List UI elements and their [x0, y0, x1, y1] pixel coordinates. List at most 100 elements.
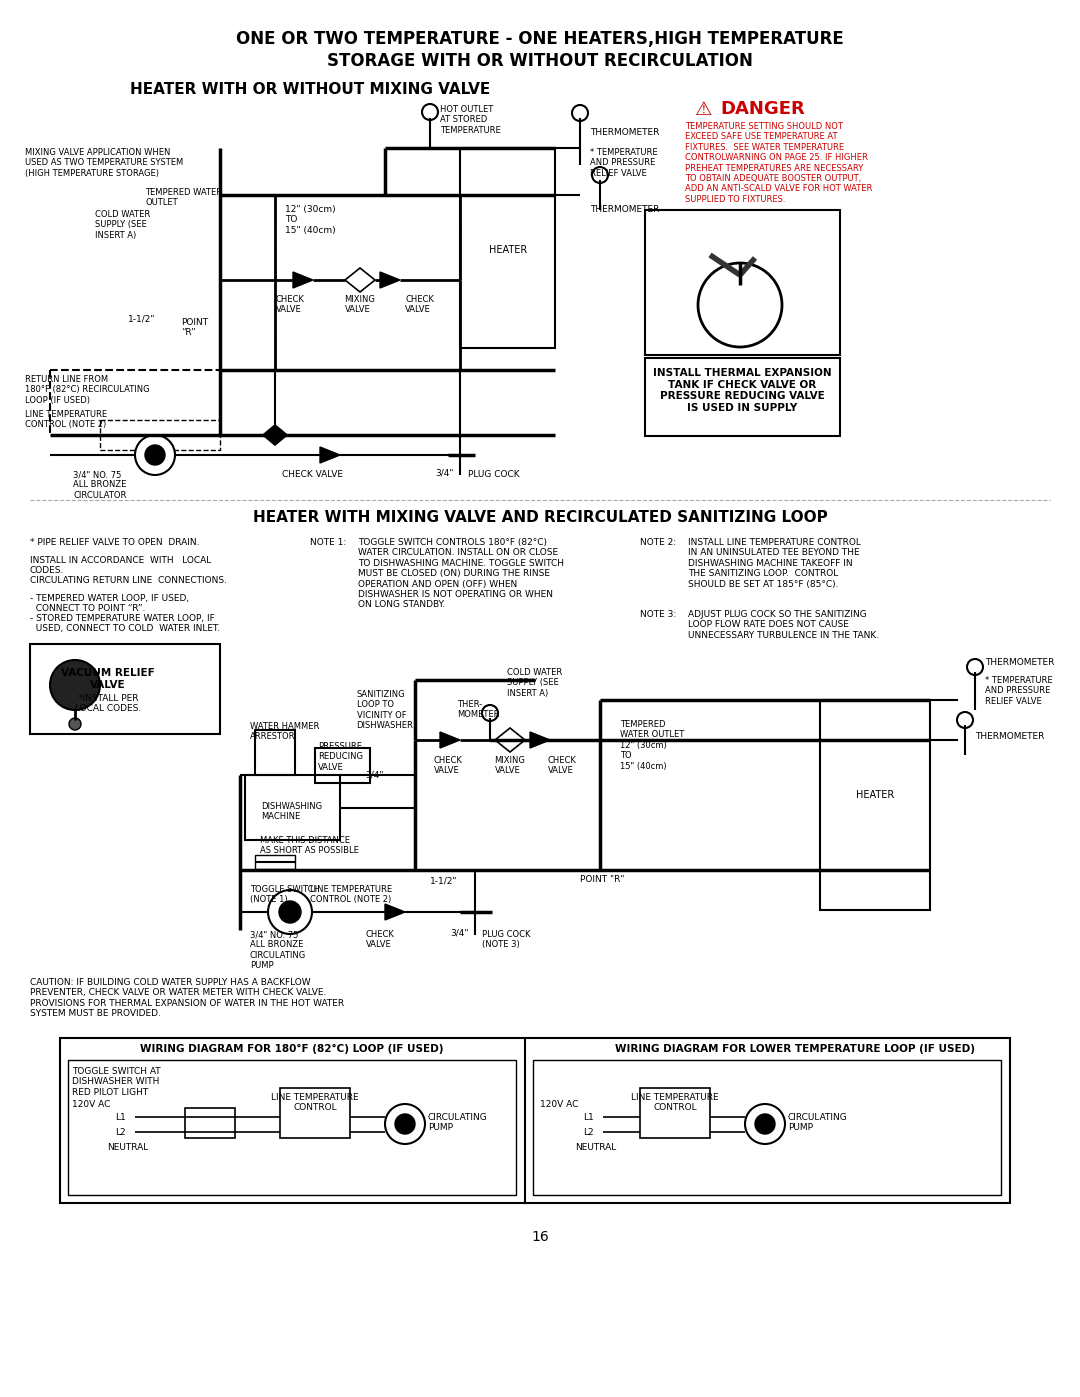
Text: THER-
MOMETER: THER- MOMETER	[457, 700, 499, 719]
Bar	[30, 644, 220, 733]
Text: 3/4": 3/4"	[435, 468, 455, 476]
Text: VACUUM RELIEF
VALVE: VACUUM RELIEF VALVE	[62, 668, 154, 690]
Text: CHECK
VALVE: CHECK VALVE	[433, 756, 462, 775]
Text: ONE OR TWO TEMPERATURE - ONE HEATERS,HIGH TEMPERATURE: ONE OR TWO TEMPERATURE - ONE HEATERS,HIG…	[237, 29, 843, 47]
Text: INSTALL LINE TEMPERATURE CONTROL
IN AN UNINSULATED TEE BEYOND THE
DISHWASHING MA: INSTALL LINE TEMPERATURE CONTROL IN AN U…	[688, 538, 861, 588]
Bar	[820, 700, 930, 909]
Bar	[185, 1108, 235, 1139]
Bar	[280, 1088, 350, 1139]
Polygon shape	[384, 904, 405, 921]
Circle shape	[957, 712, 973, 728]
Text: MAKE THIS DISTANCE
AS SHORT AS POSSIBLE: MAKE THIS DISTANCE AS SHORT AS POSSIBLE	[260, 835, 359, 855]
Text: DANGER: DANGER	[720, 101, 805, 117]
Text: WIRING DIAGRAM FOR LOWER TEMPERATURE LOOP (IF USED): WIRING DIAGRAM FOR LOWER TEMPERATURE LOO…	[615, 1044, 975, 1053]
Text: *INSTALL PER
LOCAL CODES.: *INSTALL PER LOCAL CODES.	[75, 694, 141, 714]
Text: TOGGLE SWITCH CONTROLS 180°F (82°C)
WATER CIRCULATION. INSTALL ON OR CLOSE
TO DI: TOGGLE SWITCH CONTROLS 180°F (82°C) WATE…	[357, 538, 564, 609]
Polygon shape	[380, 272, 400, 288]
Text: 1-1/2": 1-1/2"	[430, 876, 458, 886]
Text: CIRCULATING RETURN LINE  CONNECTIONS.: CIRCULATING RETURN LINE CONNECTIONS.	[30, 576, 227, 585]
Text: MIXING
VALVE: MIXING VALVE	[345, 295, 376, 314]
Text: 1-1/2": 1-1/2"	[127, 314, 156, 324]
Circle shape	[745, 1104, 785, 1144]
Text: CHECK
VALVE: CHECK VALVE	[365, 930, 394, 950]
Text: INSTALL IN ACCORDANCE  WITH   LOCAL
CODES.: INSTALL IN ACCORDANCE WITH LOCAL CODES.	[30, 556, 212, 576]
Text: CIRCULATING
PUMP: CIRCULATING PUMP	[428, 1113, 488, 1133]
Text: L2: L2	[114, 1127, 125, 1137]
Polygon shape	[320, 447, 340, 462]
Text: 12" (30cm)
TO
15" (40cm): 12" (30cm) TO 15" (40cm)	[285, 205, 336, 235]
Polygon shape	[293, 272, 313, 288]
Text: LINE TEMPERATURE
CONTROL: LINE TEMPERATURE CONTROL	[271, 1092, 359, 1112]
Bar	[460, 148, 555, 348]
Text: PRESSURE
REDUCING
VALVE: PRESSURE REDUCING VALVE	[318, 742, 363, 771]
Text: 120V AC: 120V AC	[72, 1099, 110, 1109]
Text: TEMPERED
WATER OUTLET
12" (30cm)
TO
15" (40cm): TEMPERED WATER OUTLET 12" (30cm) TO 15" …	[620, 719, 685, 771]
Circle shape	[572, 105, 588, 122]
Circle shape	[69, 718, 81, 731]
Text: ADJUST PLUG COCK SO THE SANITIZING
LOOP FLOW RATE DOES NOT CAUSE
UNNECESSARY TUR: ADJUST PLUG COCK SO THE SANITIZING LOOP …	[688, 610, 879, 640]
Text: POINT
“R”: POINT “R”	[181, 319, 208, 338]
Text: TOGGLE SWITCH AT
DISHWASHER WITH
RED PILOT LIGHT: TOGGLE SWITCH AT DISHWASHER WITH RED PIL…	[72, 1067, 161, 1097]
Text: L1: L1	[114, 1113, 125, 1122]
Bar	[100, 420, 220, 450]
Text: ⚠: ⚠	[696, 101, 713, 119]
Text: - STORED TEMPERATURE WATER LOOP, IF
  USED, CONNECT TO COLD  WATER INLET.: - STORED TEMPERATURE WATER LOOP, IF USED…	[30, 615, 220, 633]
Text: NEUTRAL: NEUTRAL	[107, 1143, 148, 1153]
Circle shape	[422, 103, 438, 120]
Text: MIXING VALVE APPLICATION WHEN
USED AS TWO TEMPERATURE SYSTEM
(HIGH TEMPERATURE S: MIXING VALVE APPLICATION WHEN USED AS TW…	[25, 148, 184, 177]
Text: L2: L2	[583, 1127, 594, 1137]
Text: INSTALL THERMAL EXPANSION
TANK IF CHECK VALVE OR
PRESSURE REDUCING VALVE
IS USED: INSTALL THERMAL EXPANSION TANK IF CHECK …	[652, 367, 832, 412]
Bar	[645, 358, 840, 436]
Circle shape	[135, 434, 175, 475]
Text: TEMPERATURE SETTING SHOULD NOT
EXCEED SAFE USE TEMPERATURE AT
FIXTURES.  SEE WAT: TEMPERATURE SETTING SHOULD NOT EXCEED SA…	[685, 122, 873, 204]
Text: THERMOMETER: THERMOMETER	[985, 658, 1054, 666]
Text: CHECK
VALVE: CHECK VALVE	[548, 756, 577, 775]
Text: TEMPERED WATER
OUTLET: TEMPERED WATER OUTLET	[145, 189, 222, 207]
Polygon shape	[345, 268, 375, 292]
Text: LINE TEMPERATURE
CONTROL: LINE TEMPERATURE CONTROL	[631, 1092, 719, 1112]
Text: WIRING DIAGRAM FOR 180°F (82°C) LOOP (IF USED): WIRING DIAGRAM FOR 180°F (82°C) LOOP (IF…	[140, 1044, 444, 1055]
Text: NOTE 1:: NOTE 1:	[310, 538, 347, 548]
Text: * TEMPERATURE
AND PRESSURE
RELIEF VALVE: * TEMPERATURE AND PRESSURE RELIEF VALVE	[590, 148, 658, 177]
Text: POINT "R": POINT "R"	[580, 875, 624, 884]
Text: 3/4" NO. 75
ALL BRONZE
CIRCULATING
PUMP: 3/4" NO. 75 ALL BRONZE CIRCULATING PUMP	[249, 930, 307, 970]
Polygon shape	[264, 425, 287, 446]
Text: HEATER: HEATER	[855, 789, 894, 800]
Text: - TEMPERED WATER LOOP, IF USED,
  CONNECT TO POINT “R”.: - TEMPERED WATER LOOP, IF USED, CONNECT …	[30, 594, 189, 613]
Text: CAUTION: IF BUILDING COLD WATER SUPPLY HAS A BACKFLOW
PREVENTER, CHECK VALVE OR : CAUTION: IF BUILDING COLD WATER SUPPLY H…	[30, 978, 345, 1018]
Bar	[640, 1088, 710, 1139]
Text: THERMOMETER: THERMOMETER	[975, 732, 1044, 740]
Text: CIRCULATING
PUMP: CIRCULATING PUMP	[788, 1113, 848, 1133]
Bar	[245, 775, 340, 840]
Text: WATER HAMMER
ARRESTOR: WATER HAMMER ARRESTOR	[249, 722, 320, 742]
Text: 3/4" NO. 75
ALL BRONZE
CIRCULATOR: 3/4" NO. 75 ALL BRONZE CIRCULATOR	[73, 469, 126, 500]
Circle shape	[755, 1113, 775, 1134]
Text: HEATER WITH MIXING VALVE AND RECIRCULATED SANITIZING LOOP: HEATER WITH MIXING VALVE AND RECIRCULATE…	[253, 510, 827, 525]
Bar	[275, 196, 460, 370]
Text: STORAGE WITH OR WITHOUT RECIRCULATION: STORAGE WITH OR WITHOUT RECIRCULATION	[327, 52, 753, 70]
Bar	[315, 747, 370, 782]
Circle shape	[384, 1104, 426, 1144]
Circle shape	[145, 446, 165, 465]
Text: NEUTRAL: NEUTRAL	[575, 1143, 617, 1153]
Text: 16: 16	[531, 1229, 549, 1243]
Bar	[645, 210, 840, 355]
Text: NOTE 2:: NOTE 2:	[640, 538, 676, 548]
Text: PLUG COCK
(NOTE 3): PLUG COCK (NOTE 3)	[482, 930, 530, 950]
Bar	[68, 1060, 516, 1194]
Text: 3/4": 3/4"	[366, 770, 384, 780]
Circle shape	[482, 705, 498, 721]
Text: NOTE 3:: NOTE 3:	[640, 610, 676, 619]
Circle shape	[967, 659, 983, 675]
Text: * TEMPERATURE
AND PRESSURE
RELIEF VALVE: * TEMPERATURE AND PRESSURE RELIEF VALVE	[985, 676, 1053, 705]
Circle shape	[698, 263, 782, 346]
Bar	[60, 1038, 1010, 1203]
Circle shape	[50, 659, 100, 710]
Text: CHECK
VALVE: CHECK VALVE	[405, 295, 434, 314]
Text: PLUG COCK: PLUG COCK	[468, 469, 519, 479]
Polygon shape	[530, 732, 550, 747]
Text: HEATER: HEATER	[489, 244, 527, 256]
Circle shape	[279, 901, 301, 923]
Polygon shape	[440, 732, 460, 747]
Circle shape	[592, 168, 608, 183]
